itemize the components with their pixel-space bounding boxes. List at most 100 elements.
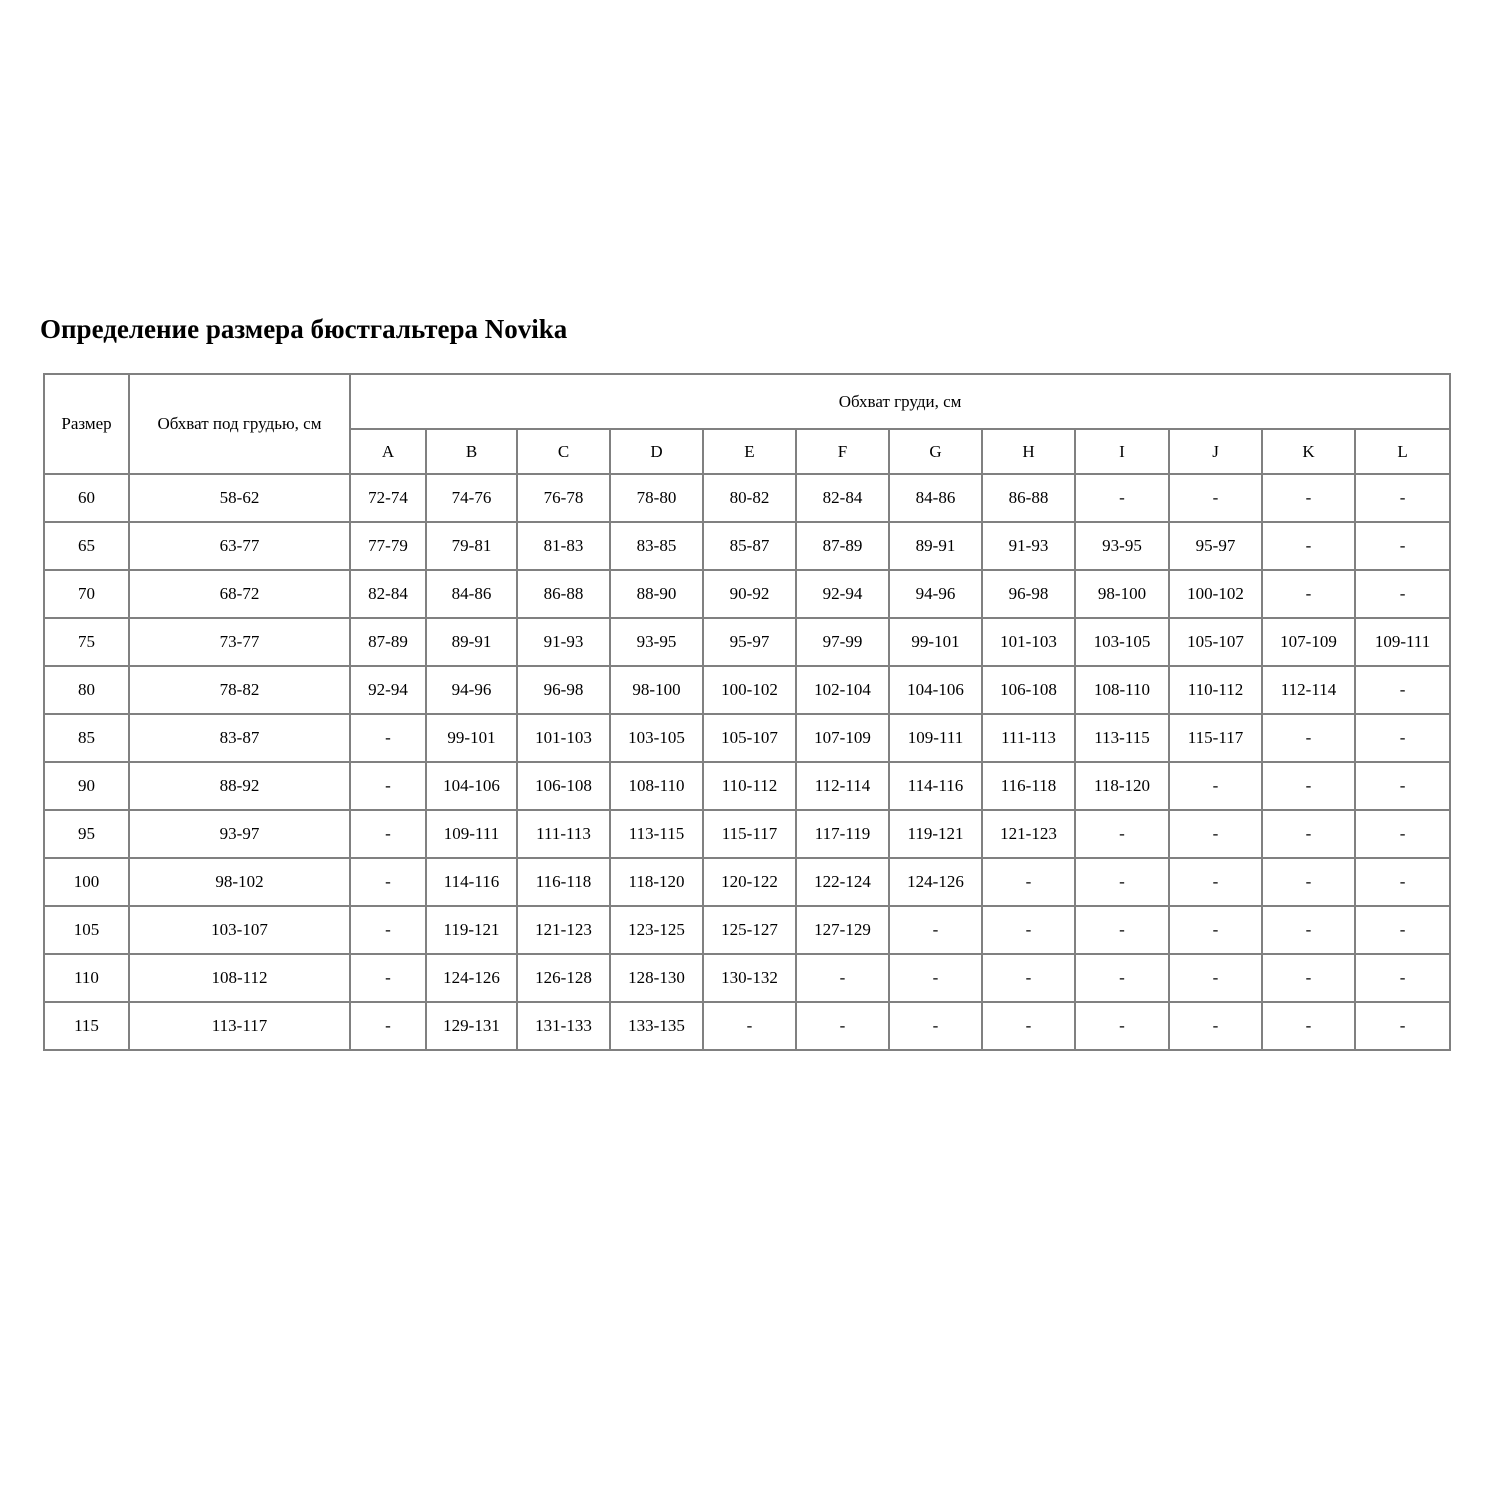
cup-cell: - [981,953,1076,1003]
cup-cell: 97-99 [795,617,890,667]
size-cell: 80 [43,665,130,715]
table-row: 90 88-92-104-106 106-108 108-110 110-112 112-… [43,761,1452,811]
cup-cell: - [888,905,983,955]
cup-cell: 99-101 [425,713,518,763]
cup-cell: 121-123 [516,905,611,955]
cup-cell: - [795,1001,890,1051]
cup-cell: - [1168,473,1263,523]
cup-cell: - [1074,953,1170,1003]
size-cell: 115 [43,1001,130,1051]
cup-cell: 110-112 [702,761,797,811]
col-header-cup-i: I [1074,428,1170,475]
size-cell: 100 [43,857,130,907]
cup-cell: 93-95 [1074,521,1170,571]
cup-cell: 115-117 [1168,713,1263,763]
cup-cell: 107-109 [795,713,890,763]
cup-cell: 105-107 [1168,617,1263,667]
cup-cell: 124-126 [888,857,983,907]
cup-cell: 84-86 [425,569,518,619]
cup-cell: 109-111 [1353,617,1452,667]
col-header-cup-k: K [1261,428,1356,475]
size-cell: 75 [43,617,130,667]
cup-cell: - [1261,1001,1356,1051]
cup-cell: - [349,857,427,907]
cup-cell: - [1353,473,1452,523]
cup-cell: 83-85 [609,521,704,571]
col-header-cup-a: A [349,428,427,475]
size-cell: 85 [43,713,130,763]
cup-cell: 89-91 [888,521,983,571]
cup-cell: - [1353,1001,1452,1051]
cup-cell: - [1261,569,1356,619]
size-table: Размер Обхват под грудью, см Обхват груд… [43,373,1452,1051]
cup-cell: 98-100 [609,665,704,715]
cup-cell: - [1353,953,1452,1003]
cup-cell: - [1353,857,1452,907]
cup-cell: - [795,953,890,1003]
cup-cell: 110-112 [1168,665,1263,715]
cup-cell: 121-123 [981,809,1076,859]
underbust-cell: 78-82 [128,665,351,715]
cup-cell: 123-125 [609,905,704,955]
cup-cell: 82-84 [349,569,427,619]
cup-cell: 118-120 [609,857,704,907]
table-row: 75 73-77 87-89 89-91 91-93 93-95 95-97 97-99 99-… [43,617,1452,667]
table-row: 110 108-112-124-126 126-128 128-130 130-132-… [43,953,1452,1003]
cup-cell: 94-96 [888,569,983,619]
cup-cell: 117-119 [795,809,890,859]
cup-cell: 89-91 [425,617,518,667]
col-header-cup-b: B [425,428,518,475]
cup-cell: - [1261,905,1356,955]
cup-cell: 116-118 [516,857,611,907]
cup-cell: 95-97 [702,617,797,667]
cup-cell: 109-111 [888,713,983,763]
cup-cell: - [1168,1001,1263,1051]
cup-cell: 104-106 [888,665,983,715]
table-row: 100 98-102-114-116 116-118 118-120 120-122 12… [43,857,1452,907]
cup-cell: - [1261,953,1356,1003]
underbust-cell: 93-97 [128,809,351,859]
cup-cell: 88-90 [609,569,704,619]
underbust-cell: 63-77 [128,521,351,571]
header-row-top: Размер Обхват под грудью, см Обхват груд… [43,373,1452,475]
col-header-cup-j: J [1168,428,1263,475]
cup-cell: - [888,953,983,1003]
cup-cell: - [1261,809,1356,859]
table-row: 80 78-82 92-94 94-96 96-98 98-100 100-102 102-1… [43,665,1452,715]
cup-cell: - [1353,761,1452,811]
col-header-size: Размер [43,373,130,475]
size-cell: 65 [43,521,130,571]
cup-cell: - [1261,713,1356,763]
header-row-cups: A B C D E F G H I J K L [44,428,1452,475]
table-row: 105 103-107-119-121 121-123 123-125 125-127 1… [43,905,1452,955]
cup-cell: - [1074,857,1170,907]
cup-cell: 87-89 [349,617,427,667]
cup-cell: 108-110 [609,761,704,811]
table-row: 85 83-87-99-101 101-103 103-105 105-107 107-1… [43,713,1452,763]
cup-cell: - [981,857,1076,907]
cup-cell: 109-111 [425,809,518,859]
cup-cell: - [1353,905,1452,955]
cup-cell: 101-103 [981,617,1076,667]
cup-cell: 93-95 [609,617,704,667]
cup-cell: 116-118 [981,761,1076,811]
cup-cell: 80-82 [702,473,797,523]
col-header-cup-h: H [981,428,1076,475]
cup-cell: - [1074,809,1170,859]
cup-cell: 133-135 [609,1001,704,1051]
cup-cell: - [1353,665,1452,715]
cup-cell: 103-105 [1074,617,1170,667]
underbust-cell: 113-117 [128,1001,351,1051]
cup-cell: 113-115 [609,809,704,859]
cup-cell: 74-76 [425,473,518,523]
cup-cell: - [1353,521,1452,571]
col-header-cup-l: L [1353,428,1452,475]
cup-cell: 125-127 [702,905,797,955]
cup-cell: 72-74 [349,473,427,523]
cup-cell: 98-100 [1074,569,1170,619]
underbust-cell: 73-77 [128,617,351,667]
cup-cell: 92-94 [349,665,427,715]
cup-cell: 113-115 [1074,713,1170,763]
cup-cell: 106-108 [981,665,1076,715]
